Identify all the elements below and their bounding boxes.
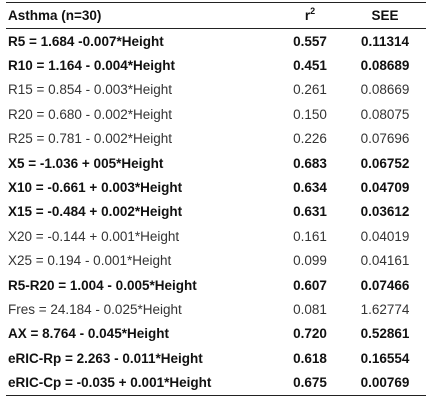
- equation-cell: R15 = 0.854 - 0.003*Height: [8, 82, 172, 98]
- r-squared-cell: 0.099: [293, 253, 327, 269]
- table-row: R20 = 0.680 - 0.002*Height 0.150 0.08075: [6, 102, 426, 126]
- r-squared-cell: 0.618: [293, 350, 327, 366]
- equation-cell: eRIC-Cp = -0.035 + 0.001*Height: [6, 370, 276, 396]
- table-row: R15 = 0.854 - 0.003*Height 0.261 0.08669: [6, 78, 426, 102]
- see-cell: 0.52861: [360, 326, 410, 342]
- equation-cell: X25 = 0.194 - 0.001*Height: [8, 253, 172, 269]
- equation-cell: X20 = -0.144 + 0.001*Height: [8, 228, 180, 244]
- regression-table: Asthma (n=30) r2 SEE R5 = 1.684 -0.007*H…: [6, 2, 426, 396]
- header-r-superscript: 2: [310, 6, 316, 16]
- equation-cell: X5 = -1.036 + 005*Height: [8, 155, 164, 171]
- see-cell: 0.08669: [360, 82, 410, 98]
- header-see: SEE: [344, 2, 426, 29]
- equation-cell: R25 = 0.781 - 0.002*Height: [8, 131, 172, 147]
- equation-cell: Fres = 24.184 - 0.025*Height: [8, 301, 182, 317]
- r-squared-cell: 0.557: [293, 33, 327, 49]
- table-row: eRIC-Rp = 2.263 - 0.011*Height 0.618 0.165…: [6, 346, 426, 370]
- table-row: R5 = 1.684 -0.007*Height 0.557 0.11314: [6, 29, 426, 54]
- see-cell: 0.06752: [360, 155, 410, 171]
- see-cell: 0.00769: [344, 370, 426, 396]
- see-cell: 0.16554: [360, 350, 410, 366]
- table-row: X10 = -0.661 + 0.003*Height 0.634 0.04709: [6, 175, 426, 199]
- r-squared-cell: 0.607: [293, 277, 327, 293]
- table-row: R5-R20 = 1.004 - 0.005*Height 0.607 0.0746…: [6, 273, 426, 297]
- equation-cell: X10 = -0.661 + 0.003*Height: [8, 180, 183, 196]
- r-squared-cell: 0.081: [293, 301, 327, 317]
- regression-table-container: Asthma (n=30) r2 SEE R5 = 1.684 -0.007*H…: [6, 2, 426, 396]
- table-row: R25 = 0.781 - 0.002*Height 0.226 0.07696: [6, 127, 426, 151]
- table-row: R10 = 1.164 - 0.004*Height 0.451 0.08689: [6, 53, 426, 77]
- see-cell: 0.11314: [360, 33, 410, 49]
- see-cell: 0.03612: [360, 204, 410, 220]
- r-squared-cell: 0.226: [293, 131, 327, 147]
- r-squared-cell: 0.634: [293, 180, 327, 196]
- header-group-label: Asthma (n=30): [6, 2, 276, 29]
- see-cell: 0.04019: [360, 228, 410, 244]
- see-cell: 0.07466: [360, 277, 410, 293]
- equation-cell: R10 = 1.164 - 0.004*Height: [8, 58, 175, 74]
- see-cell: 0.07696: [360, 131, 410, 147]
- r-squared-cell: 0.451: [293, 58, 327, 74]
- table-row: X5 = -1.036 + 005*Height 0.683 0.06752: [6, 151, 426, 175]
- r-squared-cell: 0.683: [293, 155, 327, 171]
- table-header-row: Asthma (n=30) r2 SEE: [6, 2, 426, 29]
- header-r-squared: r2: [276, 2, 344, 29]
- equation-cell: X15 = -0.484 + 0.002*Height: [8, 204, 183, 220]
- r-squared-cell: 0.720: [293, 326, 327, 342]
- equation-cell: R5-R20 = 1.004 - 0.005*Height: [8, 277, 197, 293]
- equation-cell: eRIC-Rp = 2.263 - 0.011*Height: [8, 350, 203, 366]
- equation-cell: R20 = 0.680 - 0.002*Height: [8, 106, 172, 122]
- r-squared-cell: 0.161: [293, 228, 327, 244]
- see-cell: 0.08075: [360, 106, 410, 122]
- table-row: X25 = 0.194 - 0.001*Height 0.099 0.04161: [6, 249, 426, 273]
- header-r-base: r: [304, 8, 311, 23]
- equation-cell: AX = 8.764 - 0.045*Height: [8, 326, 169, 342]
- r-squared-cell: 0.675: [276, 370, 344, 396]
- table-row: X15 = -0.484 + 0.002*Height 0.631 0.03612: [6, 200, 426, 224]
- table-body: R5 = 1.684 -0.007*Height 0.557 0.11314 R10 …: [6, 29, 426, 396]
- r-squared-cell: 0.631: [293, 204, 327, 220]
- see-cell: 0.04161: [360, 253, 410, 269]
- r-squared-cell: 0.261: [293, 82, 327, 98]
- r-squared-cell: 0.150: [293, 106, 327, 122]
- table-row: X20 = -0.144 + 0.001*Height 0.161 0.04019: [6, 224, 426, 248]
- table-row: Fres = 24.184 - 0.025*Height 0.081 1.62774: [6, 297, 426, 321]
- table-row: AX = 8.764 - 0.045*Height 0.720 0.52861: [6, 322, 426, 346]
- table-row: eRIC-Cp = -0.035 + 0.001*Height 0.675 0.00…: [6, 370, 426, 396]
- equation-cell: R5 = 1.684 -0.007*Height: [8, 33, 164, 49]
- see-cell: 1.62774: [360, 301, 410, 317]
- see-cell: 0.08689: [360, 58, 410, 74]
- see-cell: 0.04709: [360, 180, 410, 196]
